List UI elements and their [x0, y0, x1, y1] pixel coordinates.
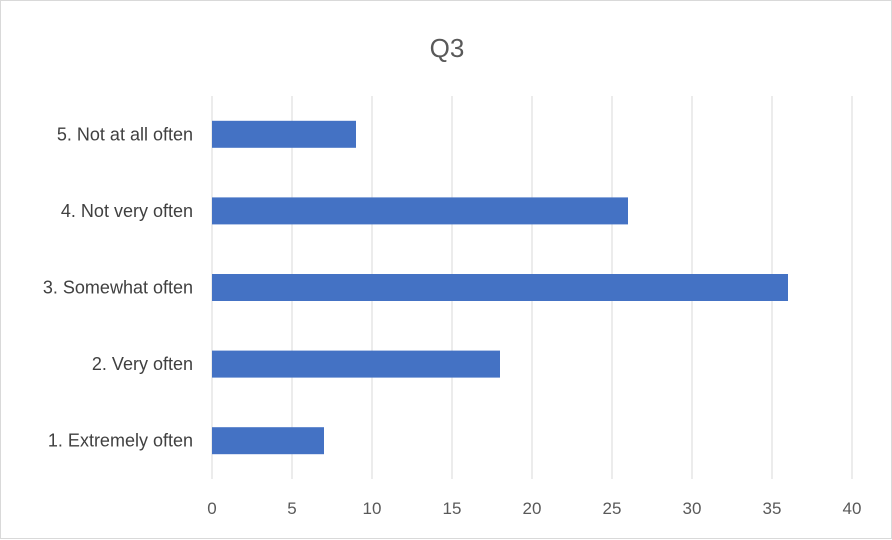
category-label: 4. Not very often	[61, 201, 193, 221]
x-tick-label: 0	[207, 499, 216, 518]
x-tick-label: 40	[843, 499, 862, 518]
x-tick-label: 5	[287, 499, 296, 518]
bars	[212, 120, 788, 455]
category-label: 2. Very often	[92, 354, 193, 374]
x-tick-label: 30	[683, 499, 702, 518]
category-label: 3. Somewhat often	[43, 278, 193, 298]
x-tick-label: 10	[363, 499, 382, 518]
x-tick-labels: 0 5 10 15 20 25 30 35 40	[207, 499, 861, 518]
bar	[212, 350, 500, 378]
x-tick-label: 15	[443, 499, 462, 518]
bar	[212, 197, 628, 225]
x-tick-label: 20	[523, 499, 542, 518]
chart-title: Q3	[430, 33, 465, 63]
category-label: 5. Not at all often	[57, 124, 193, 144]
bar	[212, 274, 788, 301]
category-labels: 1. Extremely often 2. Very often 3. Somewh…	[43, 124, 193, 450]
bar	[212, 427, 324, 455]
x-tick-label: 35	[763, 499, 782, 518]
bar	[212, 120, 356, 148]
x-tick-label: 25	[603, 499, 622, 518]
category-label: 1. Extremely often	[48, 431, 193, 451]
